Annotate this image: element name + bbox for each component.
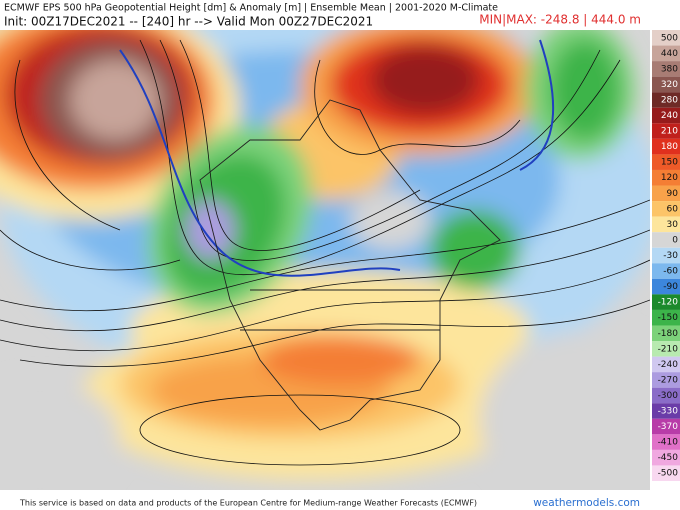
colorbar-cell xyxy=(652,325,680,342)
colorbar-cell xyxy=(652,232,680,248)
colorbar-cell xyxy=(652,387,680,404)
colorbar-label: 320 xyxy=(661,80,678,90)
colorbar-label: 280 xyxy=(661,95,678,105)
colorbar-label: -500 xyxy=(658,469,679,479)
colorbar-cell xyxy=(652,45,680,62)
colorbar-label: 240 xyxy=(661,111,678,121)
colorbar-cell xyxy=(652,278,680,295)
colorbar-cell xyxy=(652,76,680,93)
colorbar-label: 380 xyxy=(661,64,678,74)
colorbar-label: -180 xyxy=(658,329,679,339)
title: ECMWF EPS 500 hPa Geopotential Height [d… xyxy=(4,3,498,14)
colorbar-label: 120 xyxy=(661,173,678,183)
colorbar-cell xyxy=(652,169,680,186)
colorbar-label: 500 xyxy=(661,33,678,43)
colorbar-label: -120 xyxy=(658,298,679,308)
colorbar-label: 60 xyxy=(667,204,679,214)
colorbar-label: -450 xyxy=(658,453,679,463)
colorbar-cell xyxy=(652,465,680,481)
colorbar-cell xyxy=(652,247,680,264)
colorbar-label: 30 xyxy=(667,220,679,230)
colorbar-label: 180 xyxy=(661,142,678,152)
colorbar-cell xyxy=(652,356,680,373)
colorbar-label: -210 xyxy=(658,344,679,354)
colorbar-label: 0 xyxy=(672,235,678,245)
colorbar-cell xyxy=(652,154,680,170)
colorbar: 500 440 380 320 280 240 210 180 150 120 90 60 30 0 -30… xyxy=(652,30,680,481)
colorbar-cell xyxy=(652,123,680,139)
colorbar-label: -300 xyxy=(658,391,679,401)
init-line: Init: 00Z17DEC2021 -- [240] hr --> Valid… xyxy=(4,15,373,29)
colorbar-label: -370 xyxy=(658,422,679,432)
colorbar-label: 150 xyxy=(661,158,678,168)
colorbar-label: -60 xyxy=(663,267,678,277)
colorbar-cell xyxy=(652,201,680,217)
footer-credit: This service is based on data and produc… xyxy=(19,499,477,508)
colorbar-label: 210 xyxy=(661,127,678,137)
colorbar-cell xyxy=(652,61,680,77)
colorbar-cell xyxy=(652,434,680,450)
colorbar-cell xyxy=(652,138,680,155)
brand: weathermodels.com xyxy=(533,497,640,509)
colorbar-cell xyxy=(652,30,680,46)
colorbar-label: -240 xyxy=(658,360,679,370)
colorbar-label: 440 xyxy=(661,49,678,59)
colorbar-cell xyxy=(652,92,680,108)
colorbar-label: -410 xyxy=(658,438,679,448)
colorbar-label: -330 xyxy=(658,407,679,417)
colorbar-cell xyxy=(652,294,680,310)
min-max: MIN|MAX: -248.8 | 444.0 m xyxy=(479,13,641,27)
colorbar-cell xyxy=(652,403,680,419)
colorbar-label: -30 xyxy=(663,251,678,261)
colorbar-cell xyxy=(652,418,680,435)
colorbar-cell xyxy=(652,107,680,124)
colorbar-cell xyxy=(652,185,680,202)
colorbar-cell xyxy=(652,309,680,326)
colorbar-cell xyxy=(652,341,680,357)
colorbar-label: -270 xyxy=(658,375,679,385)
colorbar-cell xyxy=(652,263,680,279)
colorbar-label: 90 xyxy=(667,189,679,199)
colorbar-label: -150 xyxy=(658,313,679,323)
colorbar-cell xyxy=(652,449,680,466)
colorbar-cell xyxy=(652,216,680,233)
colorbar-cell xyxy=(652,372,680,388)
colorbar-label: -90 xyxy=(663,282,678,292)
